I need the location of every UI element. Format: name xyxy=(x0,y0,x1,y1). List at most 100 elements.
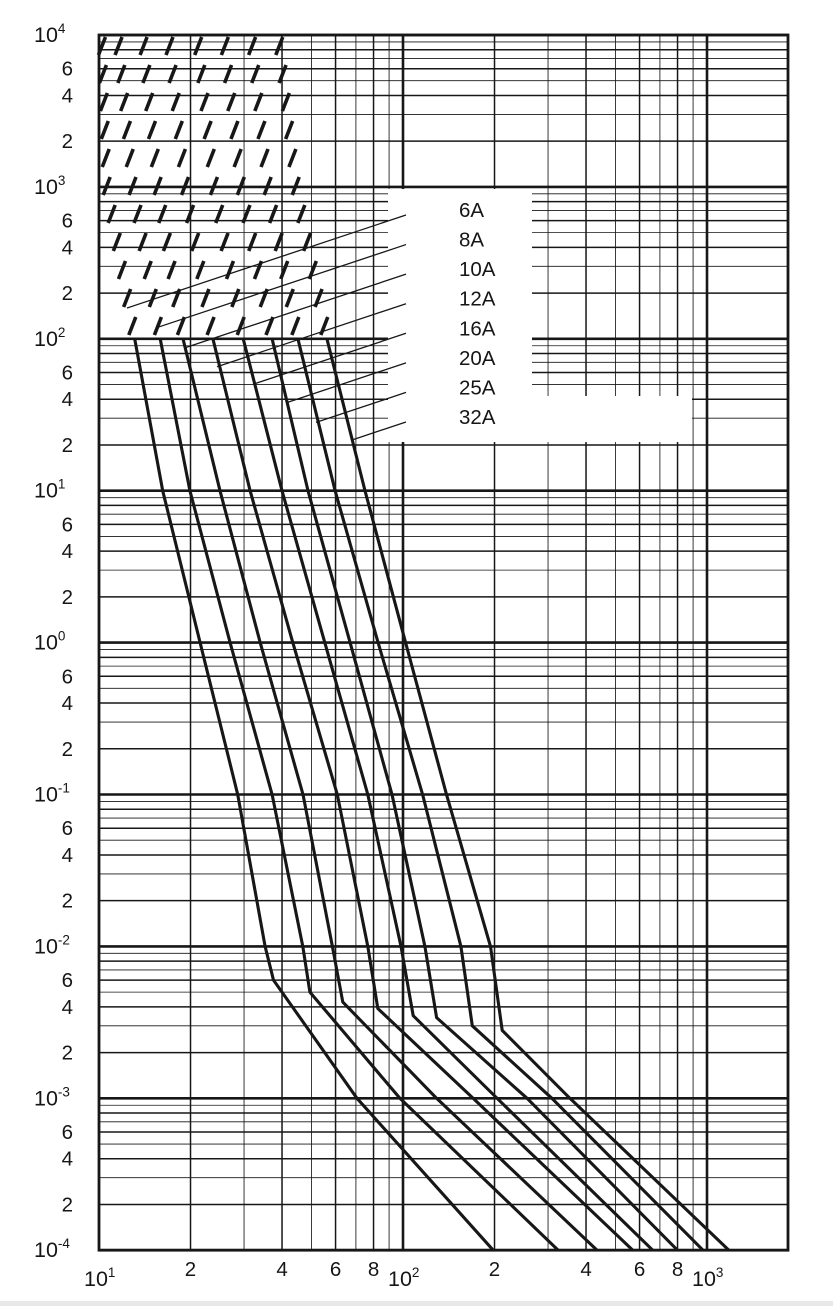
legend-label-12A: 12A xyxy=(459,288,496,311)
dash-segment-25A xyxy=(267,204,279,224)
leader-32A xyxy=(351,421,407,441)
dash-segment-16A xyxy=(230,288,241,308)
dash-segment-20A xyxy=(235,176,247,196)
dash-segment-20A xyxy=(247,232,258,252)
curve-12A xyxy=(211,338,634,1252)
curve-32A xyxy=(325,338,730,1252)
dash-segment-16A xyxy=(214,204,225,224)
y-minor-label: 4 xyxy=(62,1148,73,1171)
dash-segment-6A xyxy=(116,260,128,280)
dash-segment-16A xyxy=(208,176,220,196)
dash-segment-8A xyxy=(118,92,130,112)
dash-segment-8A xyxy=(113,36,124,56)
curve-10A xyxy=(181,338,599,1252)
y-minor-label: 4 xyxy=(62,692,73,715)
dash-segment-10A xyxy=(171,288,182,308)
dash-segment-25A xyxy=(273,232,284,252)
dash-segment-12A xyxy=(170,92,181,112)
y-major-label-10^4: 104 xyxy=(34,21,66,47)
y-minor-label: 2 xyxy=(62,1042,73,1065)
x-minor-label: 6 xyxy=(330,1258,341,1281)
dash-segment-25A xyxy=(246,36,258,56)
y-minor-label: 6 xyxy=(62,513,73,536)
leader-16A xyxy=(252,332,407,385)
dash-segment-12A xyxy=(190,232,201,252)
y-minor-label: 6 xyxy=(62,969,73,992)
legend-box-blank xyxy=(388,189,532,442)
y-major-label-10^-3: 10-3 xyxy=(34,1084,70,1110)
curve-8A xyxy=(158,338,560,1252)
dash-segment-25A xyxy=(279,260,290,280)
y-minor-label: 6 xyxy=(62,58,73,81)
x-major-label-10^1: 101 xyxy=(84,1265,115,1291)
leader-6A xyxy=(126,214,407,309)
dash-segment-10A xyxy=(149,148,160,168)
dash-segment-25A xyxy=(262,176,273,196)
dash-segment-8A xyxy=(142,260,153,280)
dash-segment-32A xyxy=(274,36,285,56)
leader-20A xyxy=(285,362,407,404)
dash-segment-12A xyxy=(164,36,175,56)
curve-25A xyxy=(296,338,705,1252)
x-minor-label: 4 xyxy=(580,1258,591,1281)
dash-segment-8A xyxy=(116,64,127,84)
dash-segment-6A xyxy=(99,120,110,140)
x-minor-label: 8 xyxy=(368,1258,379,1281)
dash-segment-16A xyxy=(224,260,236,280)
y-minor-label: 2 xyxy=(62,586,73,609)
dash-segment-10A xyxy=(166,260,177,280)
dash-segment-32A xyxy=(296,204,307,224)
dash-segment-16A xyxy=(199,92,210,112)
dash-segment-10A xyxy=(146,120,158,140)
y-minor-label: 6 xyxy=(62,817,73,840)
dash-segment-12A xyxy=(176,148,188,168)
dash-segment-12A xyxy=(167,64,178,84)
y-major-label-10^-2: 10-2 xyxy=(34,932,70,958)
legend-label-32A: 32A xyxy=(459,406,496,429)
x-minor-label: 6 xyxy=(634,1258,645,1281)
dash-segment-25A xyxy=(290,316,301,336)
dash-segment-20A xyxy=(264,316,275,336)
leader-25A xyxy=(315,391,407,424)
dash-segment-10A xyxy=(175,316,187,336)
x-minor-label: 2 xyxy=(489,1258,500,1281)
dash-segment-8A xyxy=(132,204,143,224)
y-major-label-10^-1: 10-1 xyxy=(34,781,70,807)
dashed-curve-tops xyxy=(96,36,330,336)
legend-label-10A: 10A xyxy=(459,258,496,281)
y-minor-label: 2 xyxy=(62,890,73,913)
y-minor-label: 4 xyxy=(62,236,73,259)
dash-segment-6A xyxy=(111,232,123,252)
y-minor-label: 2 xyxy=(62,1193,73,1216)
leader-12A xyxy=(216,303,407,368)
dash-segment-6A xyxy=(96,36,108,56)
dash-segment-25A xyxy=(253,92,264,112)
dash-segment-8A xyxy=(127,176,138,196)
curve-20A xyxy=(270,338,679,1252)
y-minor-label: 6 xyxy=(62,210,73,233)
legend-labels: 6A 8A 10A 12A 16A 20A 25A 32A xyxy=(459,199,496,429)
solid-curves xyxy=(133,338,730,1252)
legend-band-blank xyxy=(532,396,692,442)
dash-segment-20A xyxy=(232,148,243,168)
y-major-label-10^0: 100 xyxy=(34,629,65,655)
legend-whiteout xyxy=(388,189,692,442)
dash-segment-16A xyxy=(205,148,216,168)
y-minor-label: 6 xyxy=(62,1121,73,1144)
curve-16A xyxy=(241,338,654,1252)
dash-segment-12A xyxy=(205,316,216,336)
dash-segment-16A xyxy=(193,36,204,56)
dash-segment-8A xyxy=(121,120,133,140)
dash-segment-10A xyxy=(141,64,152,84)
legend-label-16A: 16A xyxy=(459,317,496,340)
dash-segment-32A xyxy=(290,176,301,196)
dash-segment-25A xyxy=(256,120,267,140)
x-major-label-10^2: 102 xyxy=(388,1265,419,1291)
dash-segment-25A xyxy=(259,148,270,168)
dash-segment-10A xyxy=(157,204,168,224)
dash-segment-12A xyxy=(173,120,184,140)
legend-label-25A: 25A xyxy=(459,376,496,399)
leader-10A xyxy=(183,273,407,349)
dash-segment-6A xyxy=(97,64,109,84)
dash-segment-16A xyxy=(235,316,246,336)
